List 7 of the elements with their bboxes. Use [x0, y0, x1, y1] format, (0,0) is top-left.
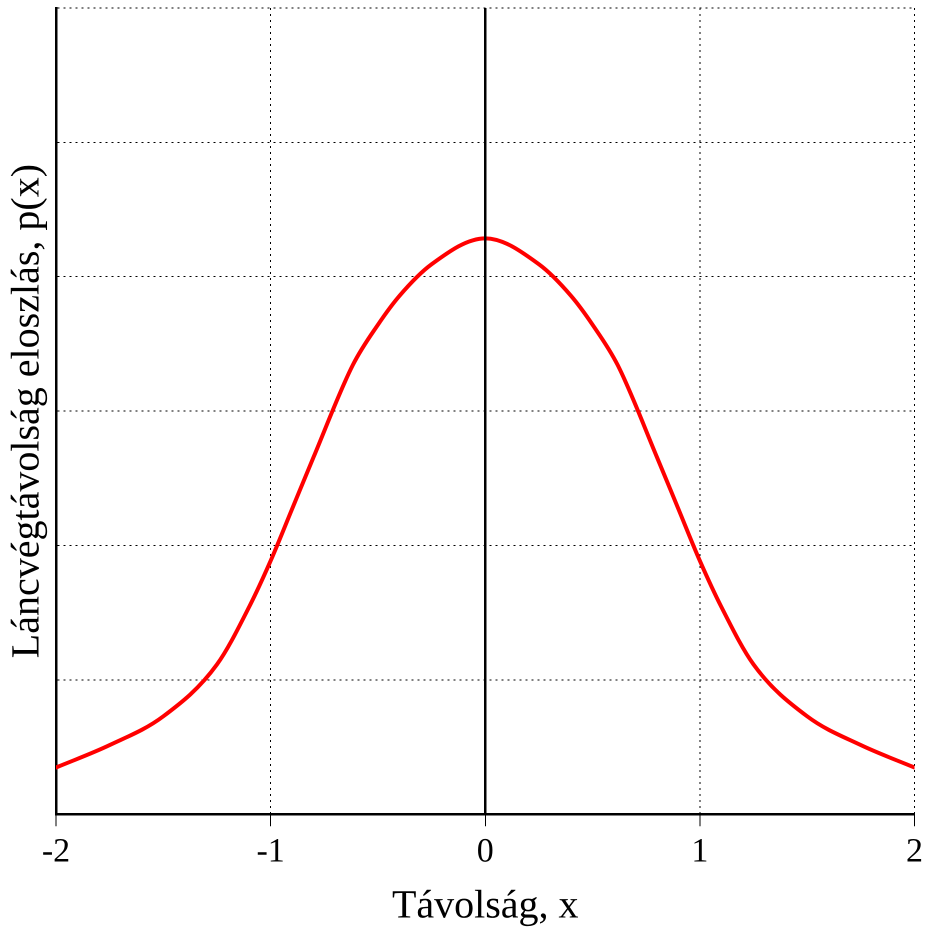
- x-tick-label: 2: [906, 832, 923, 870]
- x-axis-title: Távolság, x: [392, 882, 579, 926]
- x-tick-label: -2: [42, 832, 70, 870]
- x-tick-label: -1: [256, 832, 285, 870]
- x-tick-label: 1: [691, 832, 708, 870]
- y-axis-title: Láncvégtávolság eloszlás, p(x): [2, 164, 48, 658]
- x-tick-label: 0: [476, 832, 494, 870]
